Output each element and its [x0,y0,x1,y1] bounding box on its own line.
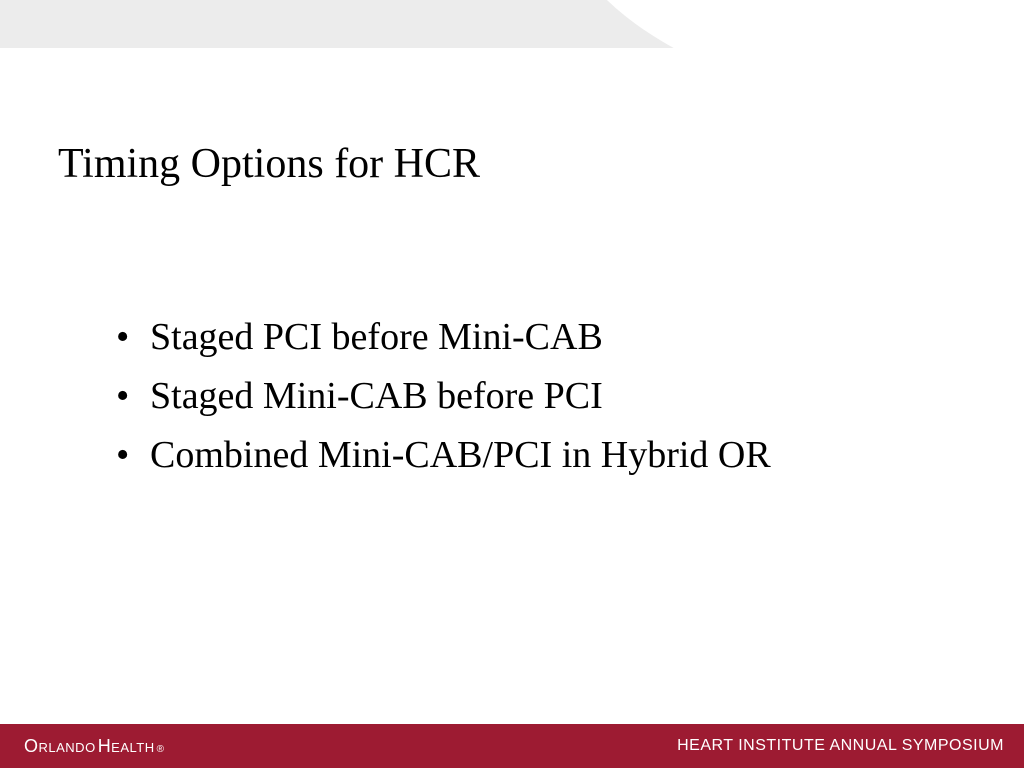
brand-second: Health [98,736,155,757]
brand-first: Orlando [24,736,96,757]
registered-icon: ® [157,744,165,755]
slide-content: Staged PCI before Mini-CAB Staged Mini-C… [110,310,964,487]
slide: Timing Options for HCR Staged PCI before… [0,0,1024,768]
list-item: Combined Mini-CAB/PCI in Hybrid OR [110,428,964,483]
footer-bar: Orlando Health ® HEART INSTITUTE ANNUAL … [0,724,1024,768]
list-item: Staged Mini-CAB before PCI [110,369,964,424]
list-item: Staged PCI before Mini-CAB [110,310,964,365]
slide-title: Timing Options for HCR [58,140,480,188]
footer-brand: Orlando Health ® [24,736,165,757]
bullet-list: Staged PCI before Mini-CAB Staged Mini-C… [110,310,964,483]
footer-event-title: HEART INSTITUTE ANNUAL SYMPOSIUM [677,737,1004,755]
